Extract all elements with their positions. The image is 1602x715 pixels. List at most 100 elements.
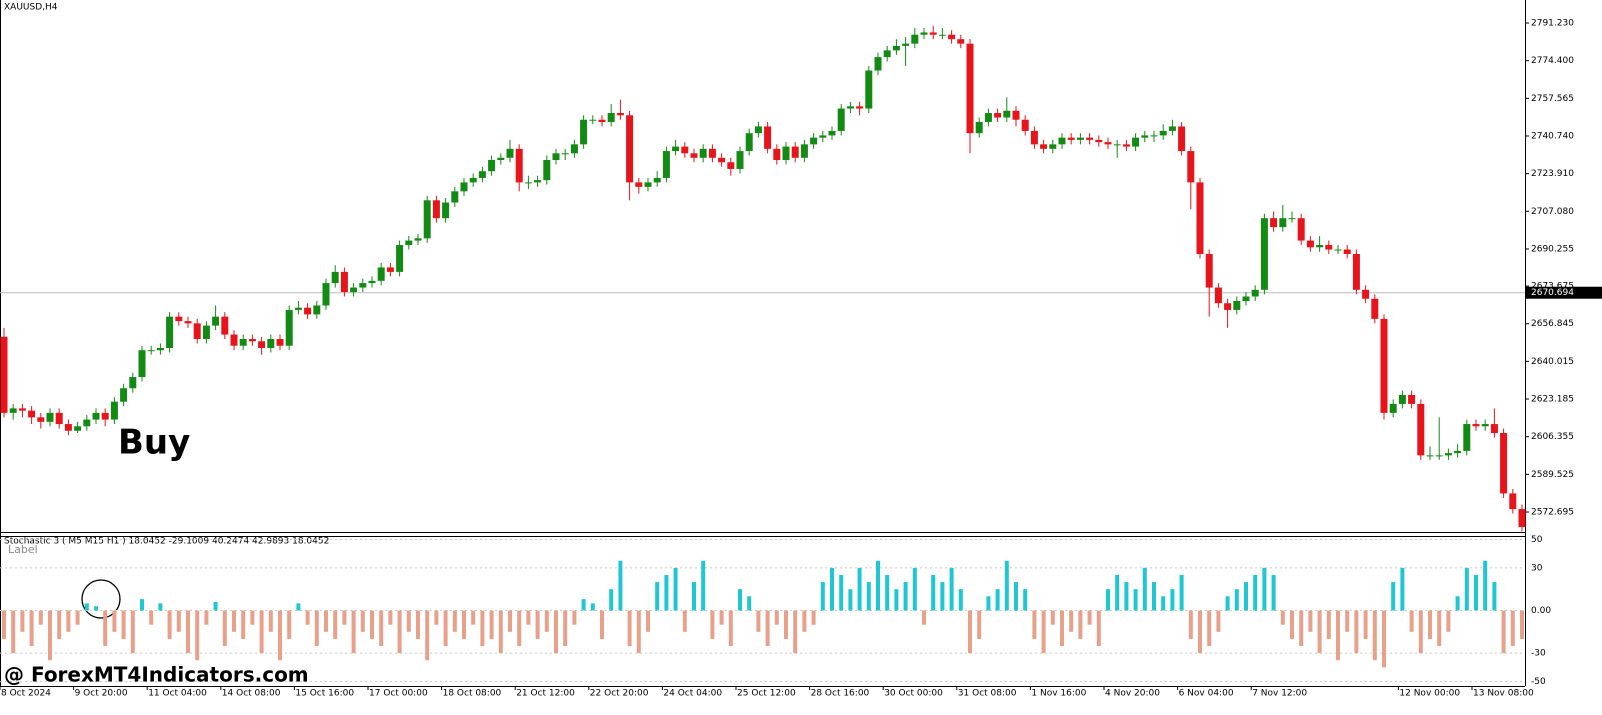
price-tick-label: 2656.845 xyxy=(1531,319,1574,329)
osc-bar xyxy=(885,574,890,611)
marks: 2791.230 2774.400 2757.565 2740.740 2723.910… xyxy=(0,19,1602,699)
candle-body xyxy=(561,153,569,155)
osc-bar xyxy=(802,610,807,632)
osc-bar xyxy=(958,589,963,611)
candle-body xyxy=(506,148,514,158)
candle-body xyxy=(699,148,707,158)
candle-body xyxy=(285,309,293,346)
osc-bar xyxy=(1115,574,1120,611)
osc-bar xyxy=(876,560,880,611)
osc-tick-label: 50 xyxy=(1531,535,1543,545)
candle-body xyxy=(377,267,385,281)
candle-body xyxy=(1122,144,1130,147)
candle-body xyxy=(994,113,1002,118)
candle-body xyxy=(672,146,680,152)
candle-body xyxy=(405,240,413,246)
osc-bar xyxy=(1363,610,1368,639)
candle-body xyxy=(423,200,431,239)
candle-body xyxy=(110,401,118,420)
time-tick-label: 9 Oct 20:00 xyxy=(75,689,128,699)
time-tick-label: 28 Oct 16:00 xyxy=(811,689,870,699)
candle-body xyxy=(1398,394,1406,404)
candle-body xyxy=(681,146,689,154)
candle-body xyxy=(92,412,100,420)
osc-bar xyxy=(241,610,246,639)
candle-body xyxy=(1214,287,1222,304)
osc-bar xyxy=(1096,610,1101,647)
candle-body xyxy=(386,267,394,272)
symbol-title: XAUUSD,H4 xyxy=(4,3,58,13)
osc-bar xyxy=(333,610,338,639)
candle-body xyxy=(580,119,588,145)
candle-body xyxy=(1371,298,1379,319)
osc-bar xyxy=(1308,610,1313,632)
candle-body xyxy=(1454,450,1462,454)
osc-bar xyxy=(48,610,52,661)
osc-bar xyxy=(1050,610,1055,625)
candle-body xyxy=(819,135,827,138)
osc-bar xyxy=(167,610,172,639)
time-tick-label: 21 Oct 12:00 xyxy=(516,689,575,699)
osc-bar xyxy=(793,610,798,654)
candle-body xyxy=(1362,289,1370,299)
candle-body xyxy=(524,182,532,184)
candle-body xyxy=(1058,137,1066,145)
candle-body xyxy=(313,305,321,315)
osc-bar xyxy=(1014,582,1018,611)
osc-bar xyxy=(1437,610,1442,647)
candle-body xyxy=(690,153,698,158)
osc-bar xyxy=(11,610,16,654)
osc-bar xyxy=(609,589,614,611)
osc-bar xyxy=(774,610,779,625)
time-tick-label: 6 Nov 04:00 xyxy=(1179,689,1234,699)
candle-body xyxy=(745,133,753,152)
candle-body xyxy=(1003,110,1011,118)
osc-bar xyxy=(222,610,227,647)
price-tick-label: 2757.565 xyxy=(1531,94,1574,104)
candle-body xyxy=(837,108,845,131)
candle-body xyxy=(1500,433,1508,494)
candle-body xyxy=(589,119,597,121)
osc-bar xyxy=(314,610,319,647)
candle-body xyxy=(1279,218,1287,228)
candle-body xyxy=(1481,424,1489,427)
candle-body xyxy=(267,339,275,348)
candle-body xyxy=(18,408,26,411)
candle-body xyxy=(414,238,422,241)
candle-body xyxy=(396,245,404,272)
osc-bar xyxy=(912,567,917,611)
osc-bar xyxy=(508,610,512,632)
osc-bar xyxy=(324,610,328,632)
current-price-box xyxy=(1526,286,1602,299)
candle-body xyxy=(175,316,183,322)
candle-body xyxy=(635,182,643,187)
candle-body xyxy=(156,347,164,351)
osc-bar xyxy=(1207,610,1212,647)
candle-body xyxy=(350,287,358,293)
current-price-label: 2670.694 xyxy=(1531,288,1574,298)
osc-bar xyxy=(66,610,71,632)
candle-body xyxy=(1168,126,1176,131)
candle-body xyxy=(828,130,836,136)
indicator-label: Label xyxy=(8,543,38,556)
candle-body xyxy=(497,157,505,161)
price-tick-label: 2791.230 xyxy=(1531,19,1574,29)
candle-body xyxy=(1260,218,1268,290)
candle-body xyxy=(865,70,873,109)
osc-bar xyxy=(1188,610,1193,639)
osc-bar xyxy=(646,610,650,632)
osc-bar xyxy=(1382,610,1386,668)
osc-bar xyxy=(250,610,255,625)
osc-bar xyxy=(158,603,163,611)
candle-body xyxy=(1012,110,1020,120)
time-tick-label: 8 Oct 2024 xyxy=(1,689,51,699)
osc-bar xyxy=(1372,610,1377,661)
osc-bar xyxy=(554,610,558,654)
candle-body xyxy=(304,307,312,315)
candle-body xyxy=(1417,403,1425,456)
osc-bar xyxy=(360,610,365,632)
osc-bar xyxy=(839,574,844,611)
time-tick-label: 31 Oct 08:00 xyxy=(958,689,1017,699)
osc-bar xyxy=(213,601,218,611)
osc-bar xyxy=(526,610,531,625)
